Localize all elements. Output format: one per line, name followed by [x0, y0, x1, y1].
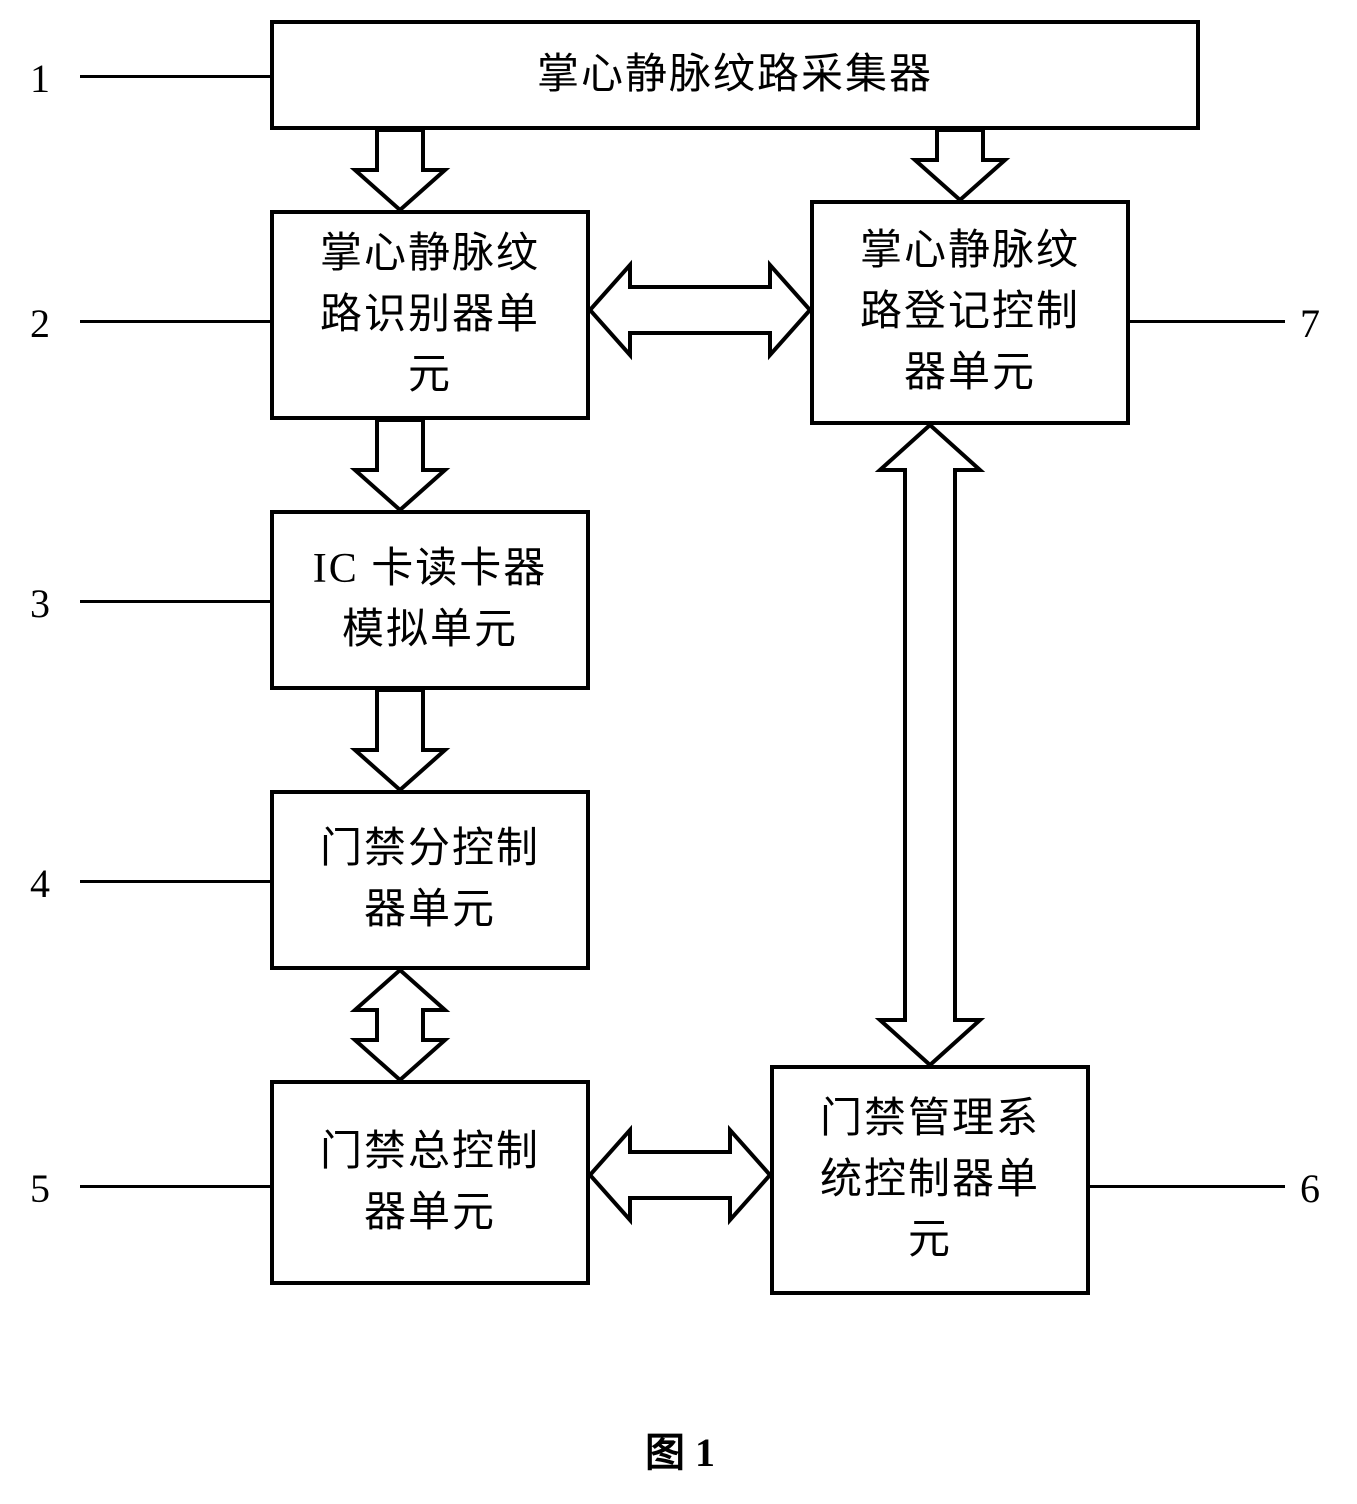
- box-collector: 掌心静脉纹路采集器: [270, 20, 1200, 130]
- arrow-7-to-6: [876, 421, 984, 1069]
- label-4-line: [80, 880, 270, 883]
- box-main-controller: 门禁总控制器单元: [270, 1080, 590, 1285]
- figure-caption: 图 1: [645, 1420, 715, 1478]
- label-4: 4: [30, 860, 50, 907]
- arrow-4-to-5: [351, 966, 449, 1084]
- box-register-controller-text: 掌心静脉纹路登记控制器单元: [860, 221, 1080, 404]
- label-7: 7: [1300, 300, 1320, 347]
- label-3-line: [80, 600, 270, 603]
- arrow-1-to-2: [351, 126, 449, 214]
- box-ic-reader-text: IC 卡读卡器模拟单元: [313, 539, 548, 661]
- arrow-2-to-7: [586, 261, 814, 359]
- box-collector-text: 掌心静脉纹路采集器: [537, 45, 933, 106]
- box-ic-reader: IC 卡读卡器模拟单元: [270, 510, 590, 690]
- box-mgmt-system-text: 门禁管理系统控制器单元: [820, 1089, 1040, 1272]
- label-5: 5: [30, 1165, 50, 1212]
- label-5-line: [80, 1185, 270, 1188]
- box-recognizer-text: 掌心静脉纹路识别器单元: [320, 224, 540, 407]
- label-1: 1: [30, 55, 50, 102]
- arrow-5-to-6: [586, 1126, 774, 1224]
- box-mgmt-system: 门禁管理系统控制器单元: [770, 1065, 1090, 1295]
- arrow-3-to-4: [351, 686, 449, 794]
- label-1-line: [80, 75, 270, 78]
- label-2-line: [80, 320, 270, 323]
- box-recognizer: 掌心静脉纹路识别器单元: [270, 210, 590, 420]
- label-2: 2: [30, 300, 50, 347]
- arrow-2-to-3: [351, 416, 449, 514]
- label-6: 6: [1300, 1165, 1320, 1212]
- box-main-controller-text: 门禁总控制器单元: [320, 1122, 540, 1244]
- box-register-controller: 掌心静脉纹路登记控制器单元: [810, 200, 1130, 425]
- label-7-line: [1130, 320, 1285, 323]
- arrow-1-to-7: [911, 126, 1009, 204]
- box-sub-controller: 门禁分控制器单元: [270, 790, 590, 970]
- label-6-line: [1090, 1185, 1285, 1188]
- label-3: 3: [30, 580, 50, 627]
- box-sub-controller-text: 门禁分控制器单元: [320, 819, 540, 941]
